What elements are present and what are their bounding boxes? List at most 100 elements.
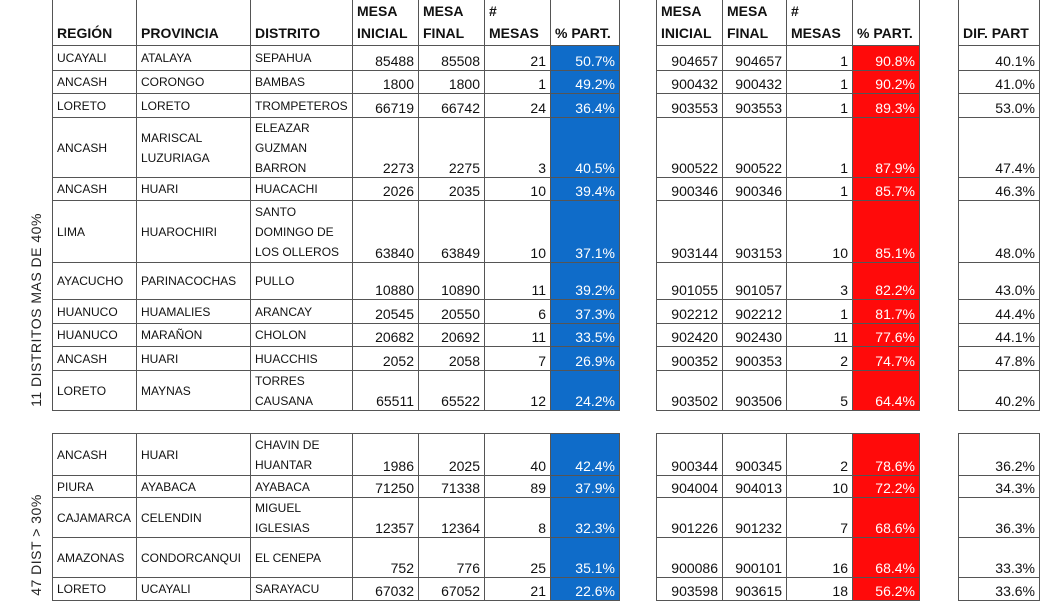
- table-cell: 776: [418, 537, 485, 578]
- table-cell: 22.6%: [550, 577, 620, 601]
- table-cell: 902430: [722, 323, 787, 347]
- table-cell: 87.9%: [852, 117, 920, 178]
- table-cell: 34.3%: [958, 475, 1040, 498]
- table-cell: 11: [786, 323, 853, 347]
- table-cell: 903506: [722, 370, 787, 411]
- table-cell: MARAÑON: [136, 323, 251, 347]
- table-cell: 900353: [722, 346, 787, 371]
- table-cell: 7: [786, 497, 853, 538]
- table-cell: 68.4%: [852, 537, 920, 578]
- table-cell: 50.7%: [550, 45, 620, 71]
- table-cell: AMAZONAS: [52, 537, 137, 578]
- table-cell: HUAROCHIRI: [136, 200, 251, 263]
- table-cell: ARANCAY: [250, 299, 353, 324]
- table-cell: UCAYALI: [136, 577, 251, 601]
- table-cell: 10: [484, 177, 551, 201]
- table-cell: 752: [352, 537, 419, 578]
- table-cell: 89: [484, 475, 551, 498]
- table-cell: 900522: [656, 117, 723, 178]
- table-cell: 900352: [656, 346, 723, 371]
- table-cell: 12: [484, 370, 551, 411]
- table-cell: 2025: [418, 433, 485, 476]
- table-cell: 67052: [418, 577, 485, 601]
- table-cell: 78.6%: [852, 433, 920, 476]
- table-cell: HUAMALIES: [136, 299, 251, 324]
- table-cell: 33.5%: [550, 323, 620, 347]
- table-cell: 85.1%: [852, 200, 920, 263]
- table-cell: 47.4%: [958, 117, 1040, 178]
- table-cell: MARISCAL LUZURIAGA: [136, 117, 251, 178]
- table-cell: PARINACOCHAS: [136, 262, 251, 300]
- table-cell: 37.3%: [550, 299, 620, 324]
- table-cell: 900522: [722, 117, 787, 178]
- table-cell: 39.4%: [550, 177, 620, 201]
- table-cell: 11: [484, 323, 551, 347]
- column-header: DIF. PART: [958, 0, 1040, 46]
- table-cell: 904013: [722, 475, 787, 498]
- table-cell: HUANUCO: [52, 323, 137, 347]
- table-cell: AYABACA: [250, 475, 353, 498]
- table-cell: 903153: [722, 200, 787, 263]
- column-header: REGIÓN: [52, 0, 137, 46]
- table-cell: 65511: [352, 370, 419, 411]
- table-cell: TORRES CAUSANA: [250, 370, 353, 411]
- column-header: # MESAS: [484, 0, 551, 46]
- table-cell: 1: [786, 117, 853, 178]
- table-cell: 901232: [722, 497, 787, 538]
- table-cell: 1: [786, 93, 853, 118]
- table-cell: 90.2%: [852, 70, 920, 94]
- table-cell: 71250: [352, 475, 419, 498]
- table-cell: 2052: [352, 346, 419, 371]
- table-cell: 900086: [656, 537, 723, 578]
- table-cell: 900344: [656, 433, 723, 476]
- table-cell: 903553: [656, 93, 723, 118]
- table-cell: 900432: [656, 70, 723, 94]
- column-header: % PART.: [852, 0, 920, 46]
- table-cell: 65522: [418, 370, 485, 411]
- table-cell: 1986: [352, 433, 419, 476]
- table-cell: 3: [484, 117, 551, 178]
- table-cell: SEPAHUA: [250, 45, 353, 71]
- table-cell: 24.2%: [550, 370, 620, 411]
- table-cell: TROMPETEROS: [250, 93, 353, 118]
- table-cell: 24: [484, 93, 551, 118]
- column-header: # MESAS: [786, 0, 853, 46]
- table-cell: 1: [786, 70, 853, 94]
- table-cell: 46.3%: [958, 177, 1040, 201]
- table-cell: 40: [484, 433, 551, 476]
- table-cell: 2035: [418, 177, 485, 201]
- table-cell: 49.2%: [550, 70, 620, 94]
- table-cell: 10: [786, 475, 853, 498]
- table-cell: LORETO: [52, 577, 137, 601]
- table-cell: ATALAYA: [136, 45, 251, 71]
- table-cell: SARAYACU: [250, 577, 353, 601]
- table-cell: 47.8%: [958, 346, 1040, 371]
- table-cell: 903615: [722, 577, 787, 601]
- table-cell: 48.0%: [958, 200, 1040, 263]
- table-cell: 901226: [656, 497, 723, 538]
- table-cell: 41.0%: [958, 70, 1040, 94]
- table-cell: HUARI: [136, 346, 251, 371]
- table-cell: 8: [484, 497, 551, 538]
- table-cell: 10: [484, 200, 551, 263]
- table-cell: 26.9%: [550, 346, 620, 371]
- table-cell: 40.2%: [958, 370, 1040, 411]
- table-cell: EL CENEPA: [250, 537, 353, 578]
- table-cell: 10: [786, 200, 853, 263]
- table-cell: AYABACA: [136, 475, 251, 498]
- table-cell: 903502: [656, 370, 723, 411]
- table-cell: 16: [786, 537, 853, 578]
- table-cell: 85508: [418, 45, 485, 71]
- table-cell: 904657: [722, 45, 787, 71]
- table-cell: 903144: [656, 200, 723, 263]
- table-cell: PIURA: [52, 475, 137, 498]
- table-cell: 39.2%: [550, 262, 620, 300]
- table-cell: 20682: [352, 323, 419, 347]
- table-cell: 77.6%: [852, 323, 920, 347]
- table-cell: 37.9%: [550, 475, 620, 498]
- table-cell: 85.7%: [852, 177, 920, 201]
- table-cell: HUACACHI: [250, 177, 353, 201]
- table-cell: 1800: [352, 70, 419, 94]
- table-cell: LORETO: [52, 370, 137, 411]
